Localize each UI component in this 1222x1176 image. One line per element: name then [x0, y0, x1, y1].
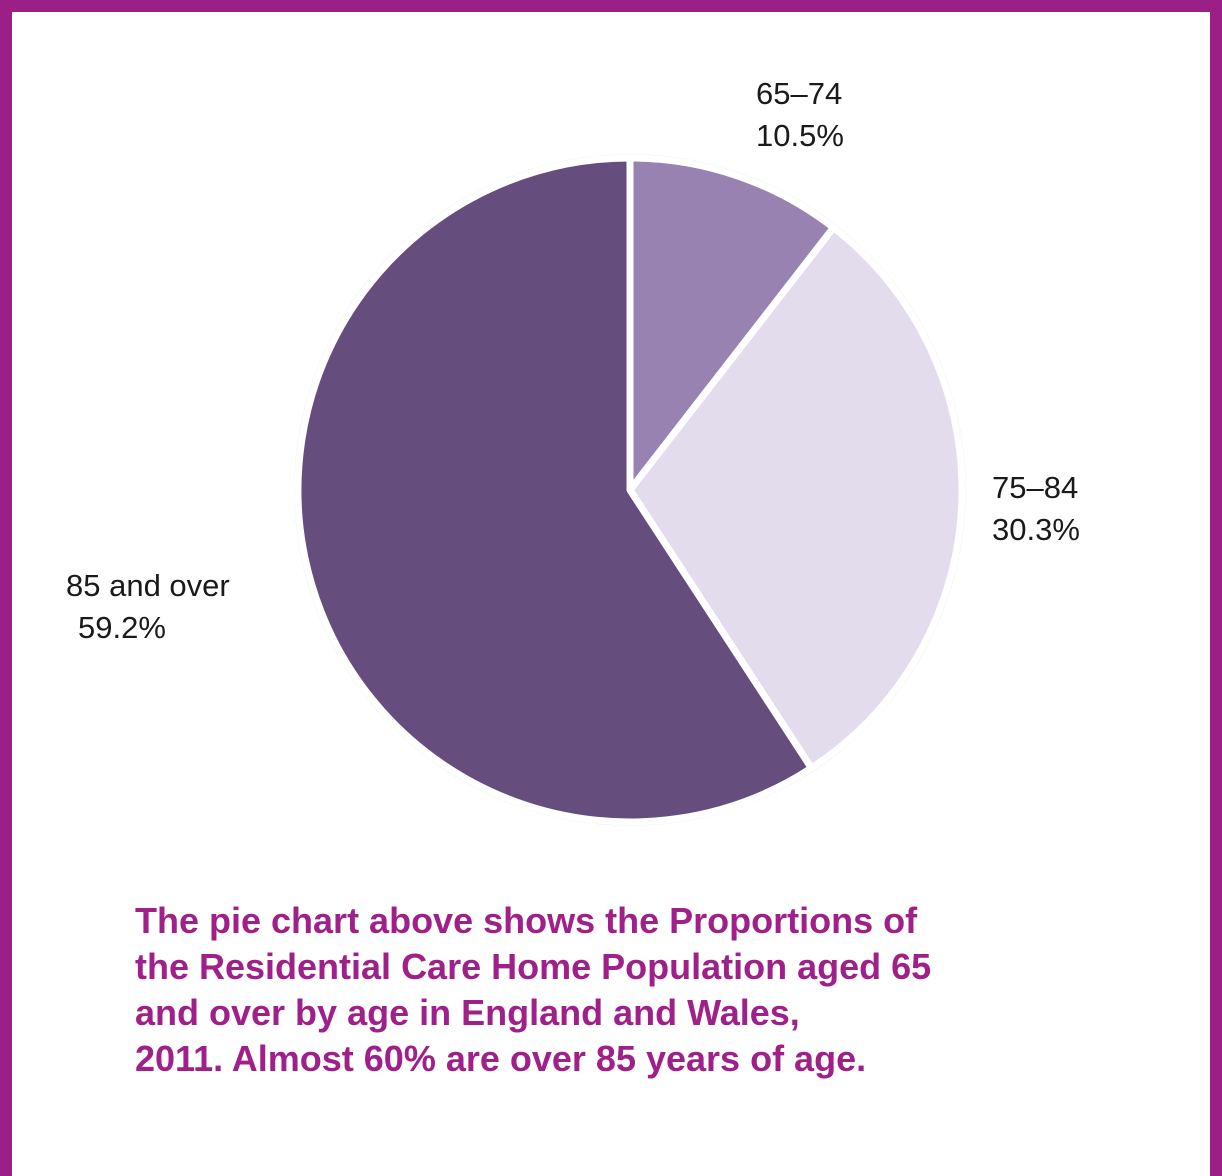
slice-value-label: 10.5%	[756, 118, 844, 153]
slice-value-label: 59.2%	[78, 610, 166, 645]
pie-slice-1	[626, 154, 837, 494]
slice-category-label: 75–84	[992, 470, 1078, 505]
caption-line-3: and over by age in England and Wales,	[135, 992, 800, 1033]
caption-line-1: The pie chart above shows the Proportion…	[135, 900, 918, 941]
caption-line-2: the Residential Care Home Population age…	[135, 946, 932, 987]
caption-line-4: 2011. Almost 60% are over 85 years of ag…	[135, 1038, 867, 1079]
slice-category-label: 65–74	[756, 76, 842, 111]
pie-slice-3	[294, 154, 815, 826]
slice-category-label: 85 and over	[66, 568, 230, 603]
slice-value-label: 30.3%	[992, 512, 1080, 547]
pie-slices	[294, 154, 966, 826]
slice-labels: 65–74 10.5% 75–84 30.3% 85 and over 59.2%	[66, 76, 1080, 645]
pie-slice-2	[626, 224, 966, 772]
chart-caption: The pie chart above shows the Proportion…	[135, 898, 1115, 1082]
